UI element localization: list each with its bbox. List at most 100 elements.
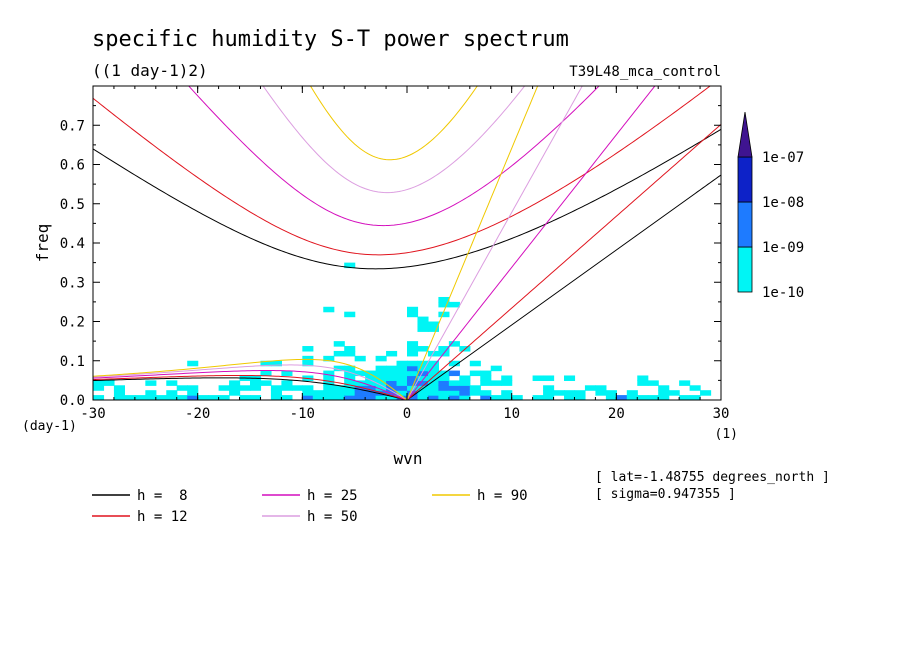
inertia-gravity-curve: [93, 86, 711, 256]
heatmap-cell: [438, 395, 450, 400]
heatmap-cell: [448, 360, 460, 367]
y-axis-label: freq: [33, 224, 52, 263]
heatmap-cell: [166, 380, 178, 386]
heatmap-cell: [344, 311, 356, 318]
legend-label: h = 90: [477, 488, 528, 504]
heatmap-cell: [323, 395, 335, 400]
heatmap-cell: [417, 380, 429, 386]
heatmap-cell: [407, 375, 419, 381]
heatmap-cell: [407, 365, 419, 372]
heatmap-cell: [396, 390, 408, 396]
heatmap-cell: [365, 380, 377, 386]
heatmap-cell: [386, 390, 398, 396]
kelvin-curve: [406, 86, 583, 400]
heatmap-cell: [407, 370, 419, 377]
heatmap-cell: [427, 321, 439, 328]
heatmap-cell: [187, 385, 199, 391]
heatmap-cell: [229, 385, 241, 391]
heatmap-cell: [532, 375, 544, 381]
heatmap-cell: [647, 395, 659, 400]
heatmap-cell: [333, 365, 345, 372]
heatmap-cell: [417, 326, 429, 332]
heatmap-cell: [134, 395, 146, 400]
heatmap-cell: [700, 390, 712, 396]
heatmap-cell: [438, 385, 450, 391]
colorbar-label: 1e-08: [762, 195, 804, 211]
heatmap-cell: [218, 385, 230, 391]
heatmap-cell: [396, 380, 408, 386]
x-tick-label: 10: [503, 406, 520, 422]
heatmap-cell: [501, 390, 513, 396]
heatmap-cell: [407, 350, 419, 357]
heatmap-cell: [448, 380, 460, 386]
rossby-curve: [93, 374, 408, 400]
heatmap-cell: [543, 390, 555, 396]
rossby-curve: [93, 358, 408, 400]
heatmap-cell: [281, 380, 293, 386]
heatmap-cell: [93, 395, 105, 400]
heatmap-cell: [375, 365, 387, 372]
heatmap-cell: [375, 395, 387, 400]
heatmap-cell: [113, 390, 125, 396]
heatmap-cell: [375, 375, 387, 381]
heatmap-cell: [145, 390, 157, 396]
heatmap-cell: [427, 350, 439, 357]
heatmap-cell: [480, 375, 492, 381]
heatmap-cell: [574, 395, 586, 400]
heatmap-cell: [270, 385, 282, 391]
heatmap-cell: [448, 385, 460, 391]
heatmap-cell: [438, 375, 450, 381]
inertia-gravity-curve: [93, 128, 721, 270]
y-tick-label: 0.7: [60, 118, 85, 134]
heatmap-cell: [113, 395, 125, 400]
heatmap-cell: [312, 395, 324, 400]
heatmap-cell: [354, 370, 366, 377]
heatmap-cell: [218, 395, 230, 400]
heatmap-cell: [595, 390, 607, 396]
heatmap-cell: [564, 390, 576, 396]
heatmap-cell: [386, 375, 398, 381]
heatmap-cell: [417, 370, 429, 377]
x-unit-label: (1): [715, 427, 738, 442]
heatmap-cell: [323, 385, 335, 391]
heatmap-cell: [689, 385, 701, 391]
heatmap-cell: [448, 341, 460, 347]
kelvin-curve: [406, 86, 656, 400]
heatmap-cell: [344, 262, 356, 269]
heatmap-cell: [302, 385, 314, 391]
heatmap-cell: [250, 395, 262, 400]
power-spectrum-heatmap: [93, 262, 712, 400]
heatmap-cell: [93, 380, 105, 386]
heatmap-cell: [344, 346, 356, 352]
heatmap-cell: [469, 360, 481, 367]
x-tick-label: -10: [290, 406, 315, 422]
heatmap-cell: [302, 395, 314, 400]
kelvin-curve: [406, 86, 539, 400]
heatmap-cell: [354, 390, 366, 396]
heatmap-cell: [543, 385, 555, 391]
heatmap-cell: [501, 380, 513, 386]
heatmap-cell: [333, 341, 345, 347]
heatmap-cell: [291, 385, 303, 391]
heatmap-cell: [407, 346, 419, 352]
heatmap-cell: [427, 360, 439, 367]
heatmap-cell: [354, 395, 366, 400]
heatmap-cell: [532, 395, 544, 400]
heatmap-cell: [187, 395, 199, 400]
heatmap-cell: [543, 395, 555, 400]
heatmap-cell: [365, 385, 377, 391]
heatmap-cell: [344, 390, 356, 396]
y-tick-label: 0.6: [60, 158, 85, 174]
heatmap-cell: [396, 370, 408, 377]
heatmap-cell: [637, 380, 649, 386]
heatmap-cell: [637, 395, 649, 400]
heatmap-cell: [564, 375, 576, 381]
heatmap-cell: [103, 380, 115, 386]
x-tick-label: -20: [185, 406, 210, 422]
x-tick-label: 20: [608, 406, 625, 422]
heatmap-cell: [511, 395, 523, 400]
heatmap-cell: [605, 390, 617, 396]
heatmap-cell: [438, 311, 450, 318]
kelvin-curve: [406, 174, 721, 400]
